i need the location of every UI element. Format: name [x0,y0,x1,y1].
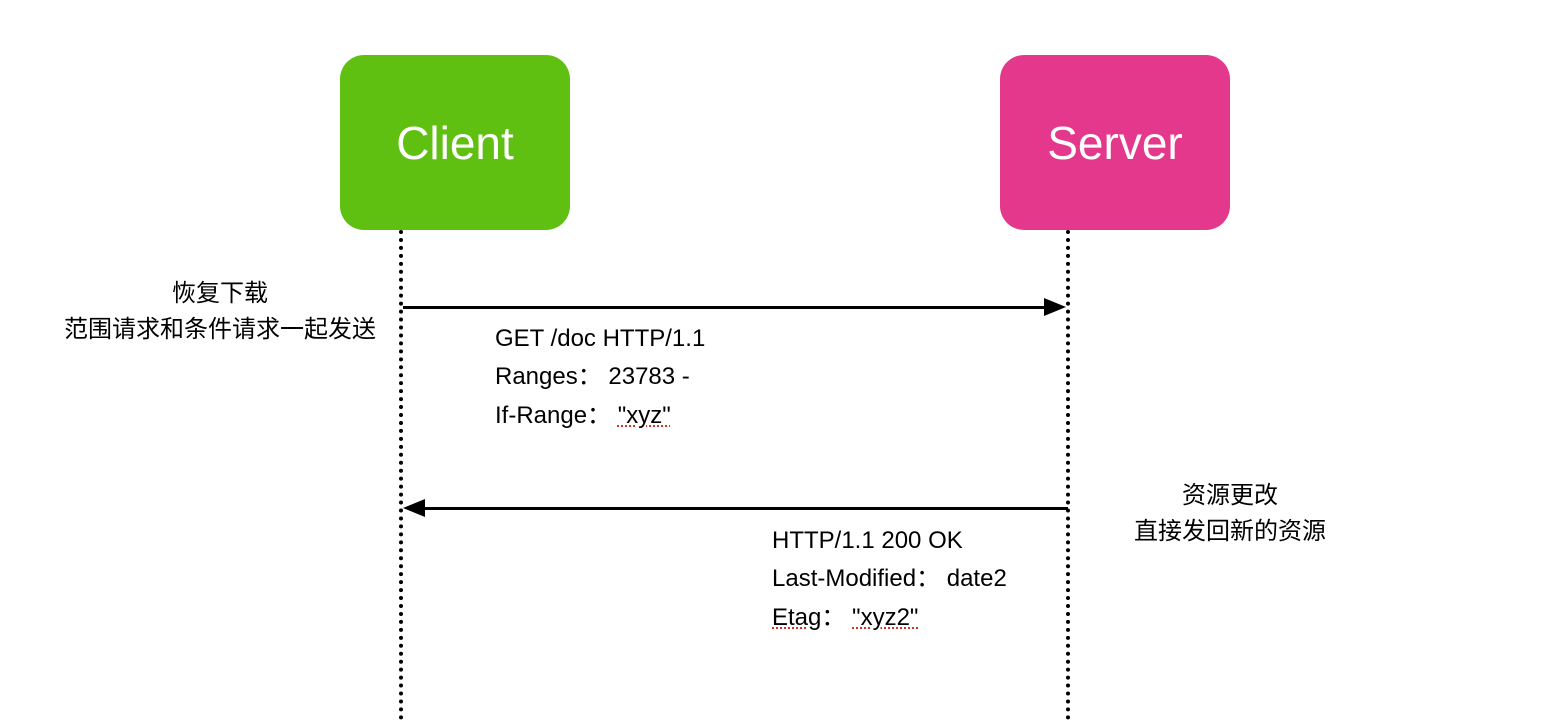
request-line3: If-Range： "xyz" [495,397,705,435]
response-arrow-head [403,499,425,517]
right-note: 资源更改 直接发回新的资源 [1120,478,1340,550]
left-note: 恢复下载 范围请求和条件请求一起发送 [60,276,380,348]
right-note-line2: 直接发回新的资源 [1120,514,1340,550]
request-text: GET /doc HTTP/1.1 Ranges： 23783 - If-Ran… [495,320,705,435]
client-node: Client [340,55,570,230]
right-note-line1: 资源更改 [1120,478,1340,514]
response-line2: Last-Modified： date2 [772,560,1007,598]
request-arrow-line [403,306,1048,309]
request-line1: GET /doc HTTP/1.1 [495,320,705,358]
client-label: Client [396,116,514,170]
left-note-line2: 范围请求和条件请求一起发送 [60,312,380,348]
server-lifeline [1066,230,1070,720]
server-label: Server [1047,116,1182,170]
left-note-line1: 恢复下载 [60,276,380,312]
request-line2: Ranges： 23783 - [495,358,705,396]
response-text: HTTP/1.1 200 OK Last-Modified： date2 Eta… [772,522,1007,637]
response-arrow-line [423,507,1068,510]
client-lifeline [399,230,403,720]
response-line3: Etag： "xyz2" [772,599,1007,637]
response-line1: HTTP/1.1 200 OK [772,522,1007,560]
server-node: Server [1000,55,1230,230]
request-arrow-head [1044,298,1066,316]
